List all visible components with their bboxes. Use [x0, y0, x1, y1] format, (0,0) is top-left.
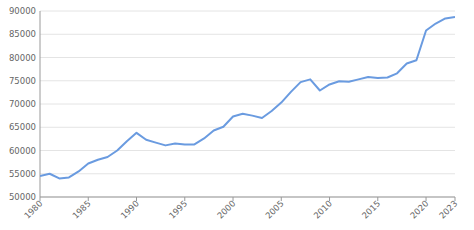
x-tick-label: 1980	[22, 198, 44, 220]
x-tick-label: 2015	[360, 198, 382, 220]
x-tick-label: 1985	[70, 198, 92, 220]
grid-line	[40, 197, 455, 198]
x-tick-label: 2000	[215, 198, 237, 220]
y-tick-label: 85000	[9, 29, 36, 39]
x-tick	[329, 197, 330, 201]
x-tick-label: 2023	[437, 198, 459, 220]
x-axis	[40, 197, 455, 198]
chart-svg: 50000 55000 60000 65000 70000 75000 80000 85000…	[0, 0, 474, 230]
x-tick	[281, 197, 282, 201]
y-axis	[40, 11, 41, 197]
grid-line	[40, 57, 455, 58]
x-tick-label: 1990	[119, 198, 141, 220]
x-tick	[136, 197, 137, 201]
x-tick-label: 2005	[263, 198, 285, 220]
y-tick-label: 90000	[9, 6, 36, 16]
grid-line	[40, 173, 455, 174]
y-tick-label: 60000	[9, 146, 36, 156]
grid-line	[40, 104, 455, 105]
grid-line	[40, 34, 455, 35]
x-tick	[426, 197, 427, 201]
x-tick	[88, 197, 89, 201]
x-tick	[455, 197, 456, 201]
y-tick-label: 50000	[9, 192, 36, 202]
grid-line	[40, 80, 455, 81]
y-tick-label: 75000	[9, 76, 36, 86]
x-tick-label: 1995	[167, 198, 189, 220]
grid-line	[40, 127, 455, 128]
x-tick	[184, 197, 185, 201]
x-tick	[377, 197, 378, 201]
plot-area	[40, 17, 455, 178]
x-tick-label: 2020	[408, 198, 430, 220]
y-tick-label: 55000	[9, 169, 36, 179]
x-tick-label: 2010	[312, 198, 334, 220]
x-tick	[40, 197, 41, 201]
y-tick-label: 80000	[9, 53, 36, 63]
grid-line	[40, 150, 455, 151]
x-tick	[233, 197, 234, 201]
data-line	[40, 17, 455, 178]
y-tick-label: 65000	[9, 122, 36, 132]
y-tick-label: 70000	[9, 99, 36, 109]
chart-container: 50000 55000 60000 65000 70000 75000 80000 85000…	[0, 0, 474, 230]
grid-line	[40, 11, 455, 12]
